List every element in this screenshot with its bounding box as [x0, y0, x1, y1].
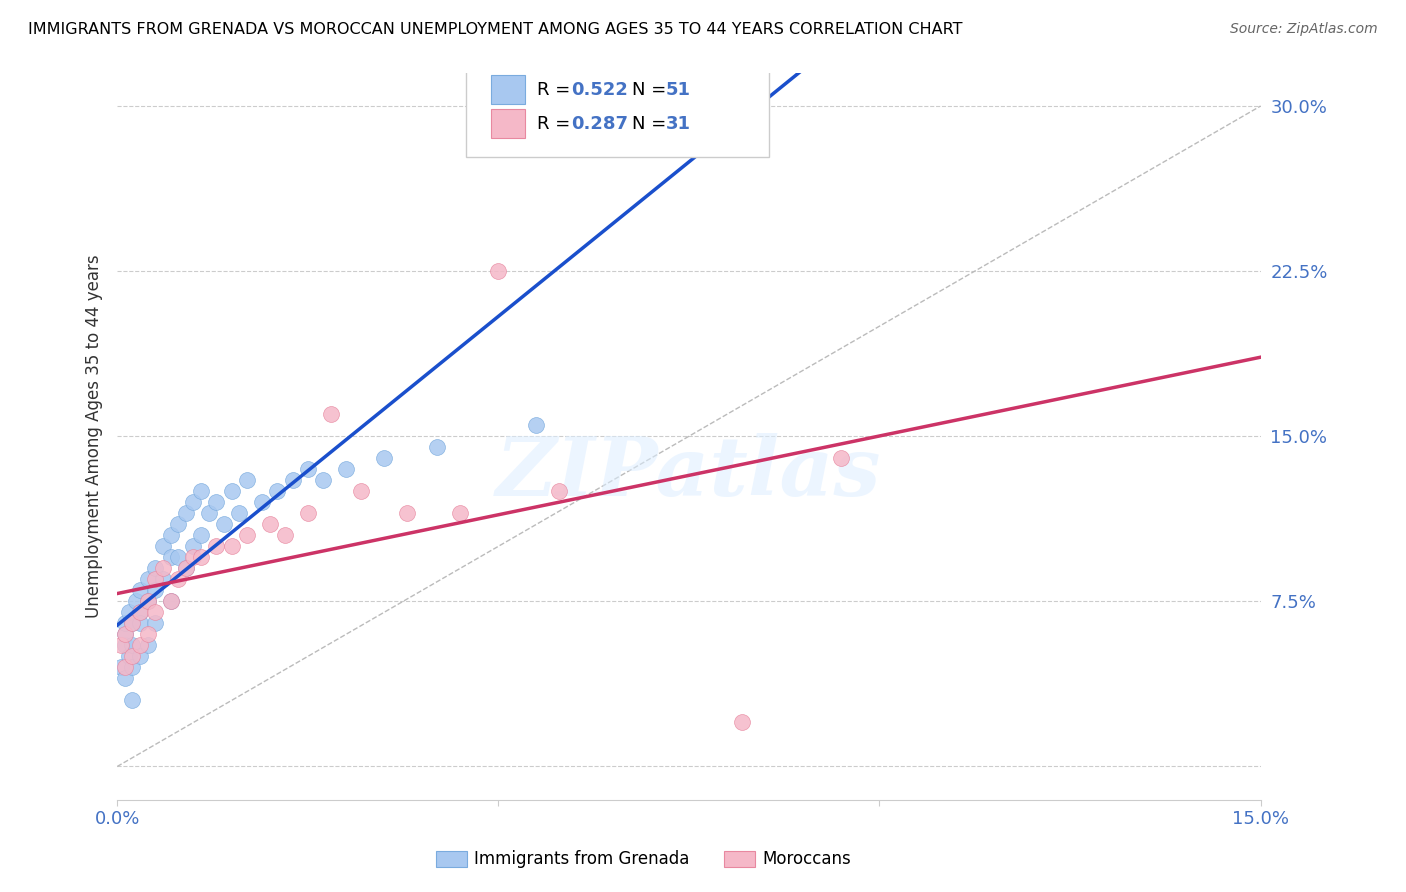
Point — [167, 550, 190, 565]
Text: Moroccans: Moroccans — [762, 850, 851, 868]
Point — [174, 561, 197, 575]
Point — [114, 627, 136, 641]
Point — [250, 495, 273, 509]
Point — [167, 573, 190, 587]
Text: Source: ZipAtlas.com: Source: ZipAtlas.com — [1230, 22, 1378, 37]
Point — [136, 594, 159, 608]
Point — [143, 606, 166, 620]
Point — [281, 473, 304, 487]
Point — [526, 418, 548, 433]
Point — [129, 616, 152, 631]
Point — [121, 639, 143, 653]
Point — [129, 606, 152, 620]
Point — [136, 627, 159, 641]
FancyBboxPatch shape — [491, 75, 526, 104]
Point — [449, 506, 471, 520]
Text: 31: 31 — [666, 115, 690, 133]
Point — [125, 594, 148, 608]
Point — [205, 495, 228, 509]
Point — [319, 407, 342, 421]
Point — [159, 594, 181, 608]
Text: R =: R = — [537, 80, 576, 99]
Point — [143, 616, 166, 631]
Point — [350, 484, 373, 499]
Point — [152, 573, 174, 587]
FancyBboxPatch shape — [491, 110, 526, 138]
Point — [121, 649, 143, 664]
Point — [159, 528, 181, 542]
Text: 51: 51 — [666, 80, 690, 99]
Text: 0.522: 0.522 — [571, 80, 628, 99]
Point — [114, 639, 136, 653]
Point — [114, 660, 136, 674]
Point — [190, 528, 212, 542]
Point — [259, 517, 281, 532]
Point — [159, 594, 181, 608]
Point — [152, 539, 174, 553]
Point — [548, 484, 571, 499]
Point — [167, 517, 190, 532]
Point — [143, 561, 166, 575]
Point — [228, 506, 250, 520]
Point — [830, 451, 852, 466]
Point — [731, 715, 754, 730]
Point — [266, 484, 288, 499]
Point — [221, 539, 243, 553]
Point — [114, 627, 136, 641]
Text: 0.287: 0.287 — [571, 115, 628, 133]
Point — [136, 594, 159, 608]
Point — [486, 264, 509, 278]
Point — [143, 583, 166, 598]
Text: N =: N = — [631, 115, 672, 133]
Text: N =: N = — [631, 80, 672, 99]
Point — [426, 440, 449, 454]
Point — [274, 528, 297, 542]
Point — [174, 561, 197, 575]
Point — [174, 506, 197, 520]
Point — [110, 639, 132, 653]
Point — [159, 550, 181, 565]
Point — [152, 561, 174, 575]
Point — [297, 462, 319, 476]
Point — [121, 660, 143, 674]
Point — [129, 649, 152, 664]
Point — [136, 639, 159, 653]
Point — [312, 473, 335, 487]
Text: ZIPatlas: ZIPatlas — [496, 433, 882, 513]
Point — [190, 550, 212, 565]
Point — [183, 550, 205, 565]
Point — [129, 583, 152, 598]
Point — [502, 132, 524, 146]
Point — [129, 639, 152, 653]
Text: R =: R = — [537, 115, 576, 133]
Point — [190, 484, 212, 499]
Point — [110, 660, 132, 674]
Point — [183, 495, 205, 509]
Point — [205, 539, 228, 553]
Point — [373, 451, 395, 466]
Point — [121, 616, 143, 631]
Point — [114, 672, 136, 686]
Point — [297, 506, 319, 520]
Point — [221, 484, 243, 499]
FancyBboxPatch shape — [465, 59, 769, 156]
Point — [335, 462, 357, 476]
Point — [117, 606, 139, 620]
Point — [117, 649, 139, 664]
Point — [121, 616, 143, 631]
Text: IMMIGRANTS FROM GRENADA VS MOROCCAN UNEMPLOYMENT AMONG AGES 35 TO 44 YEARS CORRE: IMMIGRANTS FROM GRENADA VS MOROCCAN UNEM… — [28, 22, 963, 37]
Point — [143, 573, 166, 587]
Point — [236, 473, 259, 487]
Text: Immigrants from Grenada: Immigrants from Grenada — [474, 850, 689, 868]
Point — [121, 693, 143, 707]
Point — [183, 539, 205, 553]
Point — [236, 528, 259, 542]
Point — [212, 517, 235, 532]
Point — [136, 573, 159, 587]
Point — [114, 616, 136, 631]
Point — [129, 606, 152, 620]
Point — [197, 506, 219, 520]
Point — [395, 506, 418, 520]
Y-axis label: Unemployment Among Ages 35 to 44 years: Unemployment Among Ages 35 to 44 years — [86, 254, 103, 618]
